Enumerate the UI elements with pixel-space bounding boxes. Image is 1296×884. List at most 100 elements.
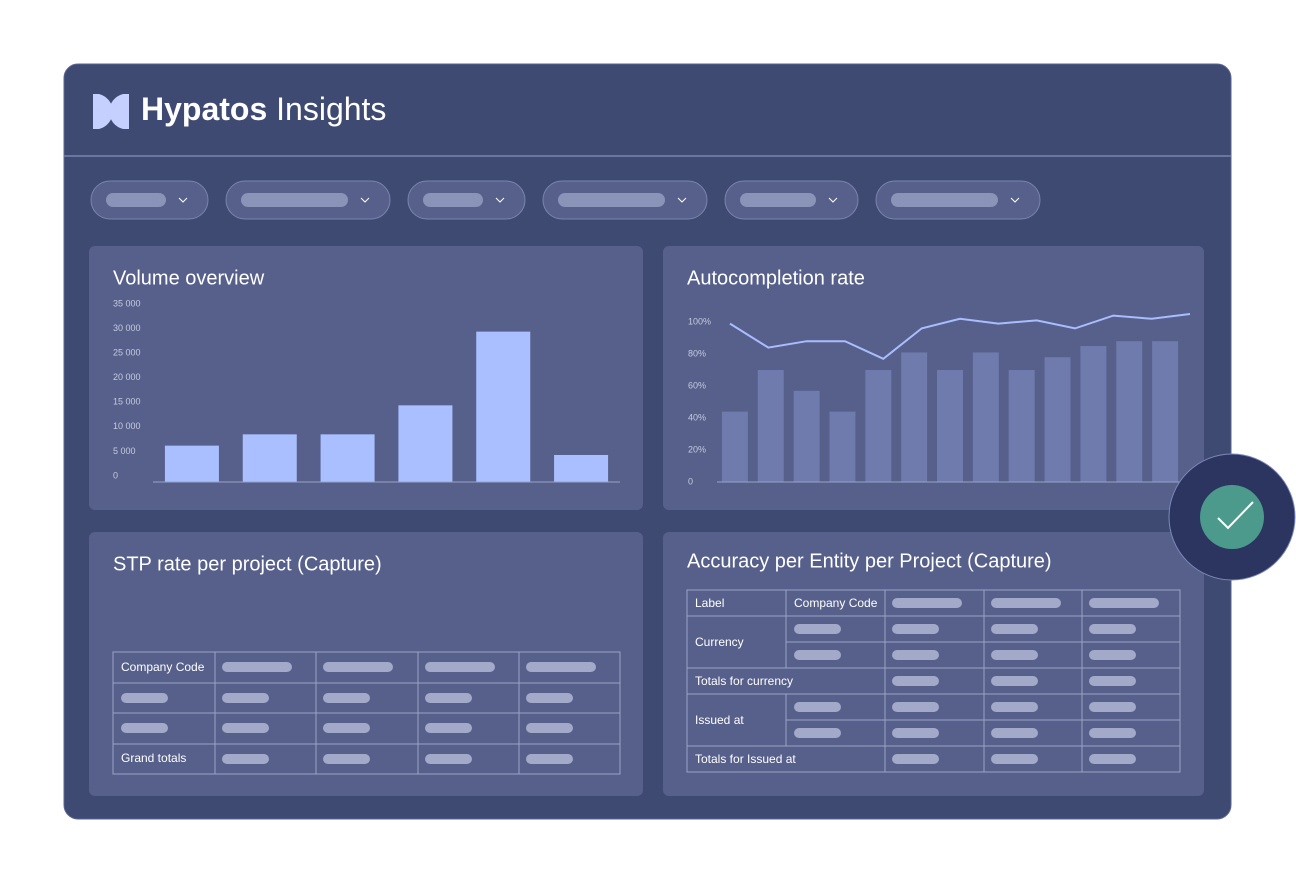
placeholder-pill xyxy=(794,624,841,634)
placeholder-pill xyxy=(425,723,472,733)
y-tick-label: 25 000 xyxy=(113,348,141,358)
y-tick-label: 15 000 xyxy=(113,397,141,407)
y-tick-label: 5 000 xyxy=(113,446,136,456)
bar xyxy=(242,434,297,482)
y-tick-label: 0 xyxy=(688,476,693,486)
volume-chart: 0 5 000 10 000 15 000 20 000 25 000 30 000 35 0… xyxy=(113,298,620,483)
bar xyxy=(721,411,748,482)
placeholder-pill xyxy=(1089,624,1136,634)
y-tick-label: 40% xyxy=(688,412,706,422)
placeholder-pill xyxy=(323,754,370,764)
panel-title: Autocompletion rate xyxy=(687,267,865,289)
line xyxy=(729,313,1191,360)
y-tick-label: 20 000 xyxy=(113,372,141,382)
placeholder-pill xyxy=(991,650,1038,660)
panel-title: STP rate per project (Capture) xyxy=(113,553,382,575)
status-badge-inner xyxy=(1200,485,1264,549)
group-label: Issued at xyxy=(695,713,744,727)
filter-bar xyxy=(90,180,1041,220)
placeholder-pill xyxy=(1089,702,1136,712)
product-name: Insights xyxy=(276,91,386,127)
stp-table xyxy=(112,651,621,775)
accuracy-table xyxy=(686,589,1181,773)
placeholder-pill xyxy=(526,723,573,733)
table-total-cell: Grand totals xyxy=(121,751,186,765)
placeholder-pill xyxy=(892,754,939,764)
placeholder-pill xyxy=(526,662,596,672)
brand-title: Hypatos Insights xyxy=(141,91,386,127)
placeholder-pill xyxy=(892,598,962,608)
logo-right xyxy=(109,94,129,129)
placeholder-pill xyxy=(892,728,939,738)
bar xyxy=(1116,341,1143,482)
filter-placeholder xyxy=(558,193,665,207)
group-total: Totals for currency xyxy=(695,674,793,688)
bar xyxy=(1152,341,1179,482)
placeholder-pill xyxy=(892,624,939,634)
placeholder-pill xyxy=(222,723,269,733)
bar xyxy=(320,434,375,482)
chevron xyxy=(828,197,838,203)
bar xyxy=(1080,346,1107,482)
check-icon xyxy=(1217,501,1254,530)
chevron xyxy=(1010,197,1020,203)
y-tick-label: 20% xyxy=(688,444,706,454)
placeholder-pill xyxy=(991,624,1038,634)
group-total: Totals for Issued at xyxy=(695,752,796,766)
placeholder-pill xyxy=(1089,754,1136,764)
filter-placeholder xyxy=(241,193,348,207)
filter-placeholder xyxy=(423,193,483,207)
brand-name: Hypatos xyxy=(141,91,267,127)
bar xyxy=(164,445,219,482)
placeholder-pill xyxy=(1089,676,1136,686)
filter-placeholder xyxy=(106,193,166,207)
bar xyxy=(476,331,531,482)
filter-placeholder xyxy=(891,193,998,207)
chevron xyxy=(495,197,505,203)
group-label: Currency xyxy=(695,635,744,649)
placeholder-pill xyxy=(526,754,573,764)
placeholder-pill xyxy=(794,702,841,712)
placeholder-cells xyxy=(121,598,1159,764)
placeholder-pill xyxy=(1089,728,1136,738)
chevron xyxy=(178,197,188,203)
panel-title: Volume overview xyxy=(113,267,265,289)
placeholder-pill xyxy=(222,662,292,672)
y-tick-label: 60% xyxy=(688,380,706,390)
placeholder-pill xyxy=(991,702,1038,712)
placeholder-pill xyxy=(121,693,168,703)
chevron xyxy=(360,197,370,203)
bar xyxy=(757,370,784,482)
bar xyxy=(937,370,963,482)
placeholder-pill xyxy=(323,662,393,672)
placeholder-pill xyxy=(526,693,573,703)
filter-placeholder xyxy=(740,193,816,207)
y-tick-label: 80% xyxy=(688,348,706,358)
bar xyxy=(829,411,856,482)
panel-title: Accuracy per Entity per Project (Capture… xyxy=(687,550,1052,572)
y-tick-label: 30 000 xyxy=(113,323,141,333)
placeholder-pill xyxy=(222,693,269,703)
placeholder-pill xyxy=(991,728,1038,738)
logo-left xyxy=(93,94,113,129)
placeholder-pill xyxy=(892,702,939,712)
y-tick-label: 0 xyxy=(113,470,118,480)
bar xyxy=(793,390,820,482)
autocompletion-chart: 0 20% 40% 60% 80% 100% xyxy=(688,313,1191,486)
bar xyxy=(398,405,453,482)
y-tick-label: 35 000 xyxy=(113,298,141,308)
placeholder-pill xyxy=(794,650,841,660)
bar xyxy=(865,370,892,482)
placeholder-pill xyxy=(425,693,472,703)
table-header-cell: Label xyxy=(695,596,724,610)
bar xyxy=(554,454,609,482)
placeholder-pill xyxy=(991,754,1038,764)
bar xyxy=(1008,370,1035,482)
placeholder-pill xyxy=(323,693,370,703)
bar xyxy=(901,352,928,482)
bar xyxy=(972,352,999,482)
placeholder-pill xyxy=(323,723,370,733)
placeholder-pill xyxy=(1089,650,1136,660)
table-header-cell: Company Code xyxy=(794,596,878,610)
